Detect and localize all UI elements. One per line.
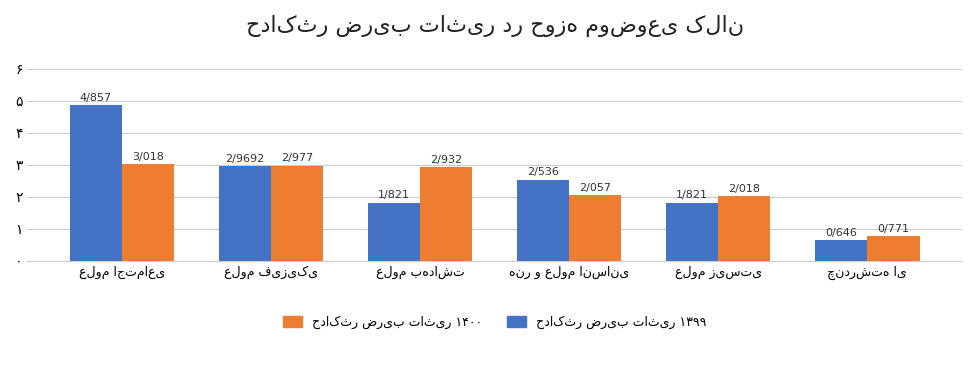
Bar <box>718 196 771 261</box>
Text: 2/932: 2/932 <box>430 155 462 165</box>
Bar <box>69 106 122 261</box>
Text: 0/646: 0/646 <box>826 228 857 238</box>
Text: 2/536: 2/536 <box>528 167 559 178</box>
Bar <box>815 240 868 261</box>
Text: 1/821: 1/821 <box>676 190 708 200</box>
Legend: حداکثر ضریب تاثیر ۱۴۰۰, حداکثر ضریب تاثیر ۱۳۹۹: حداکثر ضریب تاثیر ۱۴۰۰, حداکثر ضریب تاثی… <box>278 310 711 333</box>
Bar <box>219 166 271 261</box>
Text: 2/9692: 2/9692 <box>226 154 265 163</box>
Bar <box>271 165 323 261</box>
Bar <box>666 203 718 261</box>
Bar <box>368 203 420 261</box>
Text: 0/771: 0/771 <box>877 224 910 234</box>
Bar <box>122 164 174 261</box>
Text: 2/018: 2/018 <box>729 184 760 194</box>
Text: 2/057: 2/057 <box>579 183 612 193</box>
Bar <box>420 167 472 261</box>
Bar <box>570 195 621 261</box>
Bar <box>517 180 570 261</box>
Bar <box>868 236 919 261</box>
Text: 3/018: 3/018 <box>132 152 164 162</box>
Text: 1/821: 1/821 <box>378 190 410 200</box>
Title: حداکثر ضریب تاثیر در حوزه موضوعی کلان: حداکثر ضریب تاثیر در حوزه موضوعی کلان <box>245 15 743 37</box>
Text: 2/977: 2/977 <box>281 153 314 163</box>
Text: 4/857: 4/857 <box>80 93 112 103</box>
